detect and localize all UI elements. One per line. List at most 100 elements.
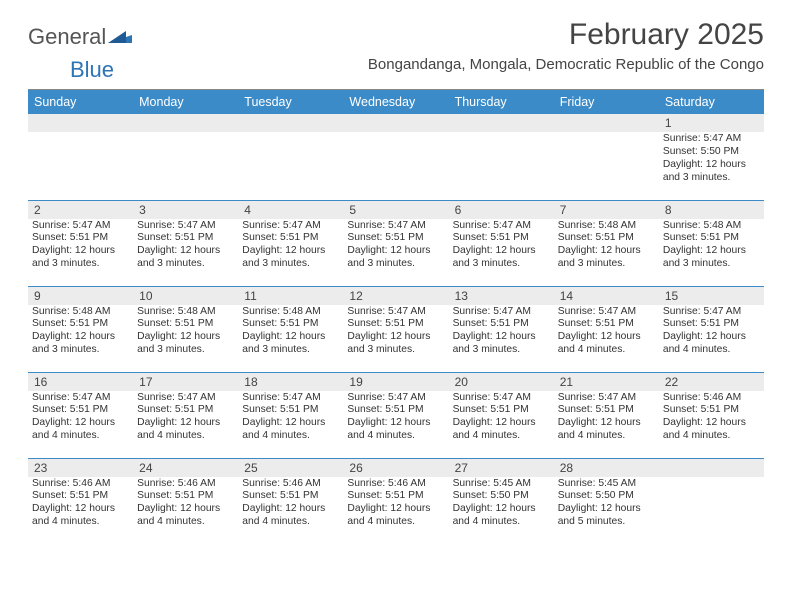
daylight-text: Daylight: 12 hours and 3 minutes. [663,245,760,271]
day-number: 4 [238,201,343,219]
day-details: Sunrise: 5:48 AMSunset: 5:51 PMDaylight:… [659,219,764,273]
sunset-text: Sunset: 5:51 PM [137,318,234,331]
day-number: 6 [449,201,554,219]
sunset-text: Sunset: 5:51 PM [242,232,339,245]
sunrise-text: Sunrise: 5:47 AM [663,133,760,146]
day-details: Sunrise: 5:47 AMSunset: 5:51 PMDaylight:… [343,219,448,273]
day-number: 18 [238,373,343,391]
sunset-text: Sunset: 5:51 PM [663,318,760,331]
day-number: 28 [554,459,659,477]
sunset-text: Sunset: 5:51 PM [453,318,550,331]
sunrise-text: Sunrise: 5:46 AM [242,478,339,491]
sunset-text: Sunset: 5:51 PM [347,404,444,417]
day-number: 25 [238,459,343,477]
day-number: 9 [28,287,133,305]
day-number: 26 [343,459,448,477]
day-number [133,114,238,132]
dow-thursday: Thursday [449,90,554,114]
day-details: Sunrise: 5:46 AMSunset: 5:51 PMDaylight:… [28,477,133,531]
dow-sunday: Sunday [28,90,133,114]
sunrise-text: Sunrise: 5:47 AM [558,306,655,319]
sunset-text: Sunset: 5:51 PM [453,232,550,245]
sunrise-text: Sunrise: 5:47 AM [137,392,234,405]
calendar-cell [449,114,554,200]
daylight-text: Daylight: 12 hours and 3 minutes. [242,245,339,271]
calendar-cell: 10Sunrise: 5:48 AMSunset: 5:51 PMDayligh… [133,286,238,372]
dow-friday: Friday [554,90,659,114]
calendar-cell [343,114,448,200]
week-row: 16Sunrise: 5:47 AMSunset: 5:51 PMDayligh… [28,372,764,458]
calendar-cell [659,458,764,544]
day-details: Sunrise: 5:47 AMSunset: 5:51 PMDaylight:… [554,391,659,445]
day-of-week-row: Sunday Monday Tuesday Wednesday Thursday… [28,90,764,114]
sunrise-text: Sunrise: 5:48 AM [663,220,760,233]
sunrise-text: Sunrise: 5:47 AM [32,392,129,405]
sunrise-text: Sunrise: 5:46 AM [137,478,234,491]
dow-wednesday: Wednesday [343,90,448,114]
day-details: Sunrise: 5:47 AMSunset: 5:51 PMDaylight:… [133,219,238,273]
daylight-text: Daylight: 12 hours and 5 minutes. [558,503,655,529]
sunset-text: Sunset: 5:51 PM [663,404,760,417]
daylight-text: Daylight: 12 hours and 4 minutes. [137,417,234,443]
day-number: 12 [343,287,448,305]
sunrise-text: Sunrise: 5:47 AM [32,220,129,233]
day-details: Sunrise: 5:47 AMSunset: 5:51 PMDaylight:… [659,305,764,359]
day-number: 21 [554,373,659,391]
day-details: Sunrise: 5:45 AMSunset: 5:50 PMDaylight:… [449,477,554,531]
daylight-text: Daylight: 12 hours and 3 minutes. [453,331,550,357]
day-details: Sunrise: 5:46 AMSunset: 5:51 PMDaylight:… [659,391,764,445]
day-details: Sunrise: 5:47 AMSunset: 5:51 PMDaylight:… [449,219,554,273]
daylight-text: Daylight: 12 hours and 4 minutes. [32,503,129,529]
sunrise-text: Sunrise: 5:46 AM [347,478,444,491]
week-row: 9Sunrise: 5:48 AMSunset: 5:51 PMDaylight… [28,286,764,372]
day-number: 1 [659,114,764,132]
sunrise-text: Sunrise: 5:47 AM [242,220,339,233]
sunrise-text: Sunrise: 5:45 AM [558,478,655,491]
day-number: 20 [449,373,554,391]
day-number: 23 [28,459,133,477]
day-details: Sunrise: 5:47 AMSunset: 5:51 PMDaylight:… [28,391,133,445]
sunset-text: Sunset: 5:51 PM [32,404,129,417]
day-details: Sunrise: 5:45 AMSunset: 5:50 PMDaylight:… [554,477,659,531]
sunrise-text: Sunrise: 5:47 AM [347,392,444,405]
sunset-text: Sunset: 5:51 PM [558,404,655,417]
sunset-text: Sunset: 5:51 PM [32,318,129,331]
calendar-cell: 20Sunrise: 5:47 AMSunset: 5:51 PMDayligh… [449,372,554,458]
daylight-text: Daylight: 12 hours and 3 minutes. [663,159,760,185]
sunrise-text: Sunrise: 5:46 AM [663,392,760,405]
calendar-cell: 17Sunrise: 5:47 AMSunset: 5:51 PMDayligh… [133,372,238,458]
daylight-text: Daylight: 12 hours and 4 minutes. [663,417,760,443]
calendar-cell [133,114,238,200]
day-number: 13 [449,287,554,305]
calendar-cell: 26Sunrise: 5:46 AMSunset: 5:51 PMDayligh… [343,458,448,544]
sunrise-text: Sunrise: 5:48 AM [32,306,129,319]
daylight-text: Daylight: 12 hours and 3 minutes. [242,331,339,357]
daylight-text: Daylight: 12 hours and 4 minutes. [242,503,339,529]
week-row: 2Sunrise: 5:47 AMSunset: 5:51 PMDaylight… [28,200,764,286]
day-number: 17 [133,373,238,391]
sunrise-text: Sunrise: 5:47 AM [453,306,550,319]
sunset-text: Sunset: 5:51 PM [137,232,234,245]
sunrise-text: Sunrise: 5:47 AM [558,392,655,405]
calendar-cell: 24Sunrise: 5:46 AMSunset: 5:51 PMDayligh… [133,458,238,544]
daylight-text: Daylight: 12 hours and 4 minutes. [347,503,444,529]
day-number [554,114,659,132]
sunset-text: Sunset: 5:51 PM [347,318,444,331]
sunset-text: Sunset: 5:51 PM [242,490,339,503]
location-subtitle: Bongandanga, Mongala, Democratic Republi… [368,56,764,73]
sunset-text: Sunset: 5:51 PM [242,404,339,417]
daylight-text: Daylight: 12 hours and 3 minutes. [32,331,129,357]
day-details: Sunrise: 5:48 AMSunset: 5:51 PMDaylight:… [554,219,659,273]
daylight-text: Daylight: 12 hours and 4 minutes. [347,417,444,443]
sunset-text: Sunset: 5:51 PM [242,318,339,331]
sunrise-text: Sunrise: 5:47 AM [347,220,444,233]
daylight-text: Daylight: 12 hours and 4 minutes. [453,417,550,443]
week-row: 23Sunrise: 5:46 AMSunset: 5:51 PMDayligh… [28,458,764,544]
day-number: 10 [133,287,238,305]
sunrise-text: Sunrise: 5:45 AM [453,478,550,491]
calendar-cell: 9Sunrise: 5:48 AMSunset: 5:51 PMDaylight… [28,286,133,372]
sunrise-text: Sunrise: 5:47 AM [137,220,234,233]
day-details: Sunrise: 5:47 AMSunset: 5:51 PMDaylight:… [238,219,343,273]
calendar-cell: 1Sunrise: 5:47 AMSunset: 5:50 PMDaylight… [659,114,764,200]
day-number: 15 [659,287,764,305]
